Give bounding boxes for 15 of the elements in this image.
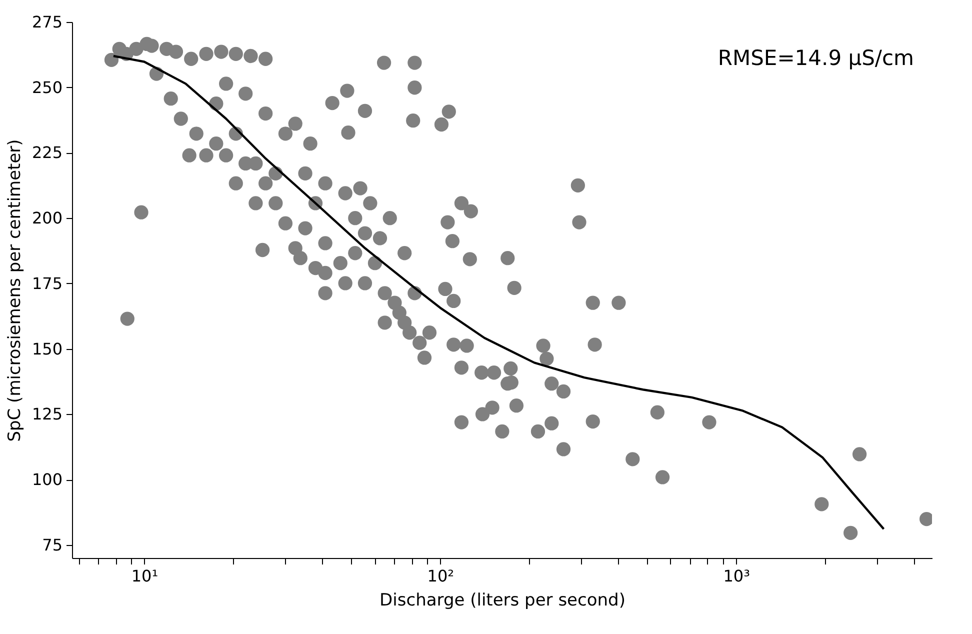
y-axis-title: SpC (microsiemens per centimeter) — [4, 139, 25, 442]
y-tick-label: 250 — [32, 78, 62, 97]
y-tick-label: 125 — [32, 404, 62, 424]
x-tick-label: 10² — [427, 566, 454, 586]
y-tick-label: 200 — [32, 208, 62, 228]
x-tick-label: 10³ — [723, 566, 750, 586]
x-tick-label: 10¹ — [131, 566, 158, 586]
y-tick-label: 275 — [32, 12, 62, 32]
y-tick-label: 175 — [32, 274, 62, 293]
y-tick-label: 150 — [32, 339, 62, 358]
x-axis-title: Discharge (liters per second) — [380, 590, 626, 610]
y-tick-label: 225 — [32, 143, 62, 162]
annotation: RMSE=14.9 µS/cm — [718, 46, 914, 70]
y-tick-label: 100 — [32, 470, 62, 490]
y-tick-label: 75 — [42, 535, 62, 554]
